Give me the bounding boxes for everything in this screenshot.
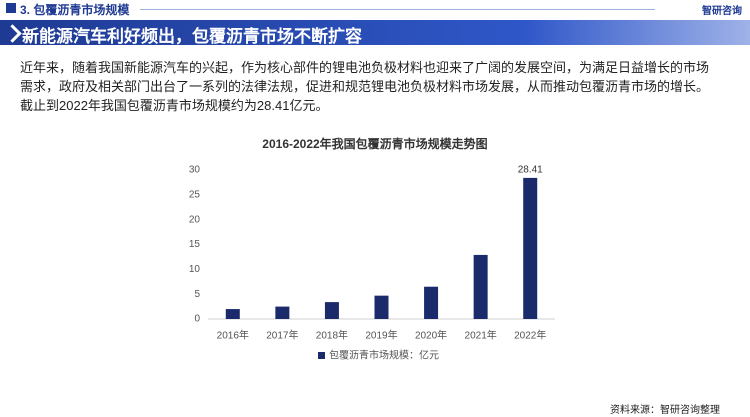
bar <box>275 306 290 319</box>
bar <box>523 177 538 319</box>
y-tick-label: 30 <box>189 165 201 176</box>
paragraph-line: 近年来，随着我国新能源汽车的兴起，作为核心部件的锂电池负极材料也迎来了广阔的发展… <box>20 60 710 75</box>
bar <box>424 286 439 319</box>
legend-label: 包覆沥青市场规模：亿元 <box>329 349 439 362</box>
x-tick-label: 2016年 <box>217 329 249 342</box>
y-tick-label: 25 <box>189 189 201 200</box>
source: 资料来源：智研咨询整理 <box>610 405 720 416</box>
data-label: 28.41 <box>518 165 543 176</box>
chart-title: 2016-2022年我国包覆沥青市场规模走势图 <box>262 136 487 151</box>
y-tick-label: 5 <box>194 289 200 300</box>
x-tick-label: 2017年 <box>266 329 298 342</box>
y-tick-label: 20 <box>189 214 201 225</box>
y-tick-label: 0 <box>194 314 200 325</box>
paragraph-line: 截止到2022年我国包覆沥青市场规模约为28.41亿元。 <box>20 98 329 113</box>
x-tick-label: 2021年 <box>465 329 497 342</box>
bar <box>225 309 240 319</box>
legend-swatch <box>318 352 325 359</box>
x-tick-label: 2019年 <box>365 329 397 342</box>
x-tick-label: 2020年 <box>415 329 447 342</box>
banner-title: 新能源汽车利好频出，包覆沥青市场不断扩容 <box>22 27 362 46</box>
x-tick-label: 2022年 <box>514 329 546 342</box>
header: 3. 包覆沥青市场规模 智研咨询 <box>0 0 750 17</box>
x-tick-label: 2018年 <box>316 329 348 342</box>
paragraph: 近年来，随着我国新能源汽车的兴起，作为核心部件的锂电池负极材料也迎来了广阔的发展… <box>20 58 709 115</box>
y-tick-label: 15 <box>189 239 201 250</box>
header-icon <box>6 3 16 13</box>
y-tick-label: 10 <box>189 264 201 275</box>
header-rule <box>140 9 655 10</box>
paragraph-line: 需求，政府及相关部门出台了一系列的法律法规，促进和规范锂电池负极材料市场发展，从… <box>20 79 710 94</box>
banner: 新能源汽车利好频出，包覆沥青市场不断扩容 <box>0 20 750 46</box>
bar <box>374 295 389 319</box>
logo: 智研咨询 <box>702 6 742 17</box>
header-title: 3. 包覆沥青市场规模 <box>20 3 130 17</box>
bar <box>473 254 488 319</box>
bar <box>324 302 339 319</box>
